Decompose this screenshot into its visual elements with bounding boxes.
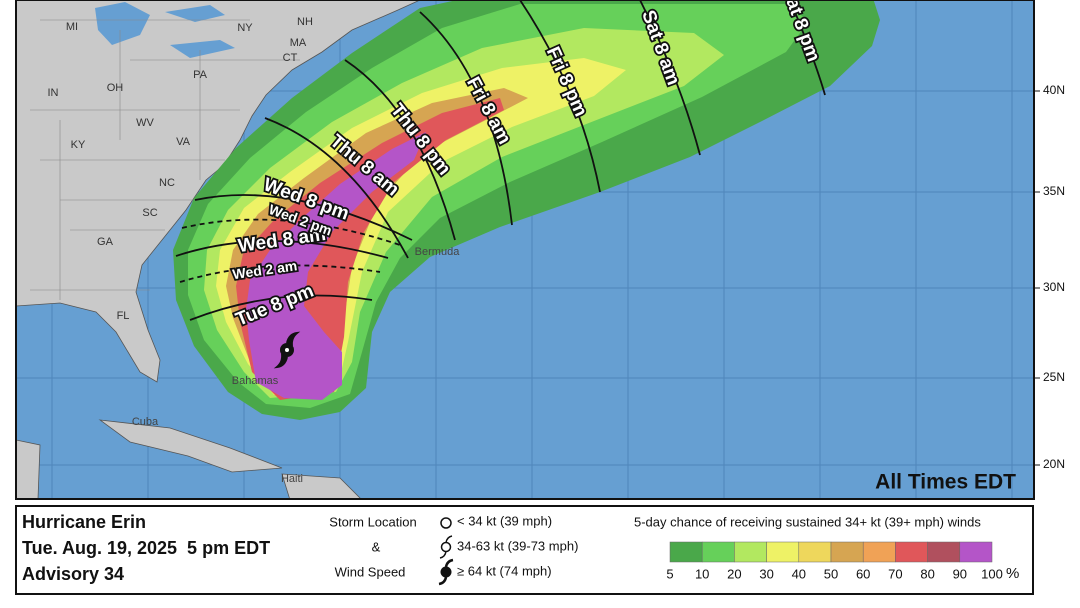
map-area: MI NY NH MA CT PA IN OH WV VA KY NC SC GA FL Bermuda Bah… [16,0,1034,499]
place-label: Bahamas [232,375,279,387]
latitude-label: 20N [1043,457,1065,471]
scale-box [766,541,800,563]
state-label: PA [193,69,208,81]
symbol-label: < 34 kt (39 mph) [457,513,552,528]
state-label: NH [297,16,313,28]
time-line [175,240,389,259]
state-borders [30,19,300,300]
scale-box [895,541,928,563]
storm-symbol [273,331,301,369]
scale-box [927,541,961,563]
time-line [344,59,456,241]
time-line [264,117,409,259]
state-label: NY [237,22,253,34]
latitude-label: 35N [1043,184,1065,198]
symbol-label: 34-63 kt (39-73 mph) [457,538,578,553]
state-label: VA [176,136,191,148]
scale-box [959,541,993,563]
state-label: MA [290,37,307,49]
issue-time: Tue. Aug. 19, 2025 5 pm EDT [22,538,270,558]
symbol-label: ≥ 64 kt (74 mph) [457,563,552,578]
scale-label: 80 [920,566,934,581]
scale-label: 90 [953,566,967,581]
scale-label: 5 [666,566,673,581]
and-label: & [372,539,381,554]
advisory: Advisory 34 [22,564,124,584]
time-line [181,218,401,246]
great-lakes [95,2,235,58]
scale-label: 40 [792,566,806,581]
wind-speed-label: Wind Speed [335,564,406,579]
time-line [179,264,381,283]
storm-location-label: Storm Location [329,514,416,529]
cuba [98,419,283,473]
scale-label: 20 [727,566,741,581]
scale-box [701,541,735,563]
latitude-label: 30N [1043,280,1065,294]
scale-label: 10 [695,566,709,581]
state-label: SC [142,207,157,219]
state-label: IN [48,87,59,99]
scale-label: 100 [981,566,1003,581]
storm-name: Hurricane Erin [22,512,146,532]
symbol-weak [440,517,452,529]
scale-box [734,541,767,563]
time-line [189,294,373,321]
scale-label: 30 [759,566,773,581]
state-label: CT [283,52,298,64]
symbol-hurricane [438,558,454,586]
mexico [16,439,41,499]
time-line [639,0,701,156]
scale-label: 70 [888,566,902,581]
hispaniola [281,473,362,499]
time-line [519,0,601,193]
state-label: FL [117,310,130,322]
us-land [16,0,421,383]
probability-swath [173,0,880,420]
scale-label: 50 [824,566,838,581]
scale-box [798,541,832,563]
scale-box [669,541,703,563]
map-frame [15,0,1035,500]
latitude-label: 25N [1043,370,1065,384]
latitude-label: 40N [1043,83,1065,97]
time-zone-note: All Times EDT [875,471,1016,494]
place-label: Haiti [281,473,303,485]
time-line [419,11,513,226]
scale-box [830,541,864,563]
color-scale: < 34 kt (39 mph) 34-63 kt (39-73 mph) ≥ 64… [457,513,1019,582]
state-label: MI [66,21,78,33]
scale-unit: % [1006,565,1019,582]
place-label: Bermuda [415,246,461,258]
symbol-tropical-storm [439,535,453,559]
state-label: NC [159,177,175,189]
place-label: Cuba [132,416,159,428]
latitude-axis: 40N 35N 30N 25N 20N [1034,83,1065,471]
time-line [789,0,826,96]
state-label: KY [71,139,86,151]
scale-box [862,541,896,563]
time-line [194,194,413,241]
state-label: GA [97,236,114,248]
probability-band [246,132,426,400]
scale-label: 60 [856,566,870,581]
state-label: OH [107,82,124,94]
state-label: WV [136,117,154,129]
time-lines [175,0,826,321]
scale-title: 5-day chance of receiving sustained 34+ … [634,514,981,529]
